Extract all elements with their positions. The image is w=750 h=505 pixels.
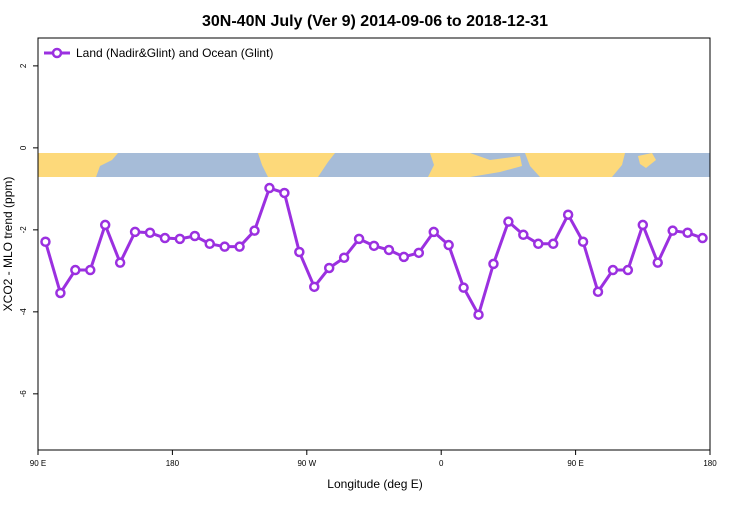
x-tick-label: 90 W bbox=[297, 459, 316, 468]
point bbox=[174, 233, 186, 245]
x-axis-label: Longitude (deg E) bbox=[327, 477, 422, 491]
point bbox=[99, 219, 111, 231]
point bbox=[398, 251, 410, 263]
y-tick-label: -6 bbox=[19, 390, 28, 398]
point bbox=[249, 225, 260, 236]
point bbox=[40, 236, 51, 247]
point bbox=[219, 241, 230, 252]
map-strip bbox=[38, 153, 710, 177]
point bbox=[114, 257, 126, 268]
point bbox=[189, 230, 201, 242]
legend-marker bbox=[51, 47, 63, 59]
point bbox=[338, 252, 350, 263]
series-line bbox=[44, 186, 704, 317]
point bbox=[323, 262, 335, 274]
point bbox=[682, 227, 693, 238]
plot-frame bbox=[37, 37, 711, 451]
point bbox=[503, 216, 514, 227]
point bbox=[383, 244, 395, 256]
point bbox=[592, 286, 604, 298]
point bbox=[234, 241, 245, 252]
point bbox=[428, 226, 439, 238]
y-tick-label: 0 bbox=[19, 145, 28, 150]
point bbox=[204, 238, 215, 250]
point bbox=[547, 238, 559, 250]
point bbox=[279, 187, 290, 199]
point bbox=[309, 281, 320, 293]
point bbox=[622, 264, 634, 276]
point bbox=[353, 233, 365, 245]
point bbox=[70, 264, 81, 276]
y-tick-label: -4 bbox=[19, 308, 28, 316]
legend-label: Land (Nadir&Glint) and Ocean (Glint) bbox=[76, 46, 273, 60]
point bbox=[473, 309, 484, 320]
y-axis-label: XCO2 - MLO trend (ppm) bbox=[1, 177, 15, 312]
point bbox=[577, 236, 589, 247]
point bbox=[55, 287, 66, 299]
point bbox=[368, 240, 380, 252]
x-tick-label: 180 bbox=[166, 459, 180, 468]
point bbox=[413, 247, 425, 259]
point bbox=[652, 257, 663, 268]
point bbox=[637, 219, 649, 231]
x-tick-label: 90 E bbox=[567, 459, 583, 468]
point bbox=[144, 227, 156, 238]
x-tick-label: 180 bbox=[703, 459, 717, 468]
point bbox=[129, 226, 141, 238]
point bbox=[697, 232, 708, 244]
point bbox=[518, 229, 529, 241]
point bbox=[159, 232, 171, 244]
legend: Land (Nadir&Glint) and Ocean (Glint) bbox=[44, 46, 273, 60]
point bbox=[294, 246, 305, 258]
point bbox=[488, 258, 499, 270]
point bbox=[533, 238, 544, 250]
y-tick-label: -2 bbox=[19, 226, 28, 234]
point bbox=[264, 182, 275, 194]
point bbox=[458, 282, 469, 293]
point bbox=[443, 239, 454, 251]
x-tick-label: 90 E bbox=[30, 459, 46, 468]
point bbox=[607, 264, 619, 276]
point bbox=[667, 225, 678, 236]
point bbox=[562, 209, 574, 220]
chart-title: 30N-40N July (Ver 9) 2014-09-06 to 2018-… bbox=[202, 13, 548, 30]
y-tick-label: 2 bbox=[19, 63, 28, 68]
x-tick-label: 0 bbox=[439, 459, 444, 468]
point bbox=[85, 264, 96, 276]
